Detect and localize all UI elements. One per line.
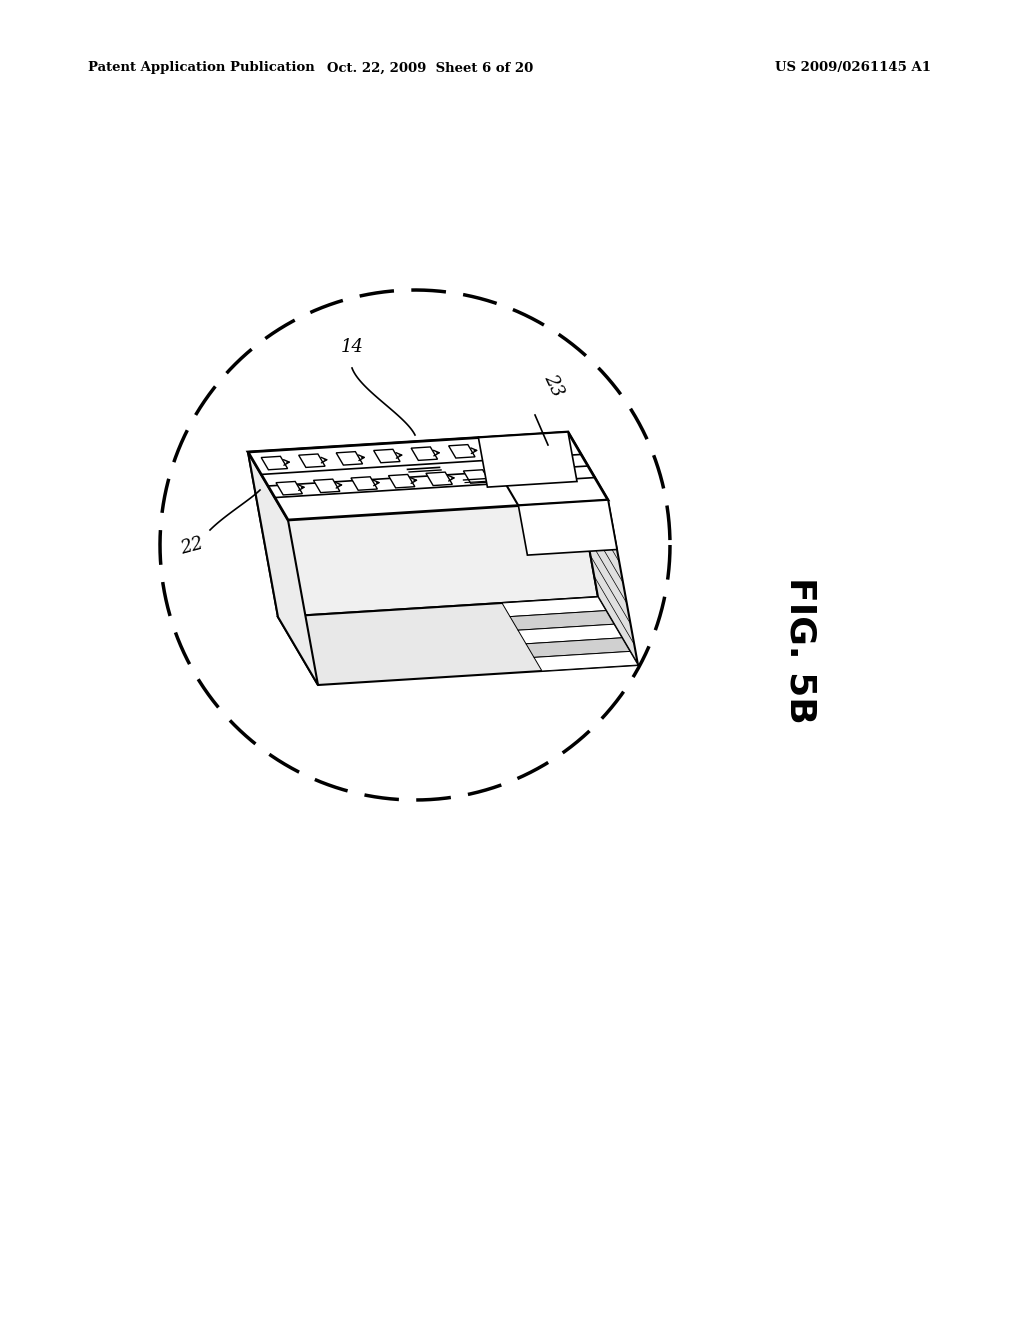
- Text: 22: 22: [178, 535, 205, 558]
- Polygon shape: [248, 432, 608, 520]
- Polygon shape: [276, 482, 302, 495]
- Polygon shape: [336, 451, 362, 465]
- Polygon shape: [568, 432, 638, 665]
- Polygon shape: [501, 467, 527, 480]
- Text: 14: 14: [341, 338, 364, 356]
- Polygon shape: [518, 500, 617, 556]
- Polygon shape: [464, 470, 489, 483]
- Text: Patent Application Publication: Patent Application Publication: [88, 62, 314, 74]
- Text: FIG. 5B: FIG. 5B: [783, 577, 817, 723]
- Polygon shape: [478, 432, 577, 487]
- Polygon shape: [248, 451, 318, 685]
- Polygon shape: [518, 624, 622, 644]
- Polygon shape: [486, 442, 513, 455]
- Polygon shape: [278, 597, 638, 685]
- Polygon shape: [374, 449, 400, 463]
- Polygon shape: [299, 454, 325, 467]
- Text: Oct. 22, 2009  Sheet 6 of 20: Oct. 22, 2009 Sheet 6 of 20: [327, 62, 534, 74]
- Polygon shape: [526, 638, 630, 657]
- Polygon shape: [412, 447, 437, 461]
- Polygon shape: [502, 597, 606, 616]
- Polygon shape: [388, 474, 415, 488]
- Polygon shape: [313, 479, 340, 492]
- Polygon shape: [449, 445, 475, 458]
- Polygon shape: [248, 432, 598, 616]
- Polygon shape: [426, 473, 453, 486]
- Text: US 2009/0261145 A1: US 2009/0261145 A1: [775, 62, 931, 74]
- Polygon shape: [351, 477, 378, 490]
- Text: 23: 23: [540, 371, 566, 400]
- Polygon shape: [261, 457, 288, 470]
- Polygon shape: [510, 611, 614, 630]
- Polygon shape: [534, 651, 638, 671]
